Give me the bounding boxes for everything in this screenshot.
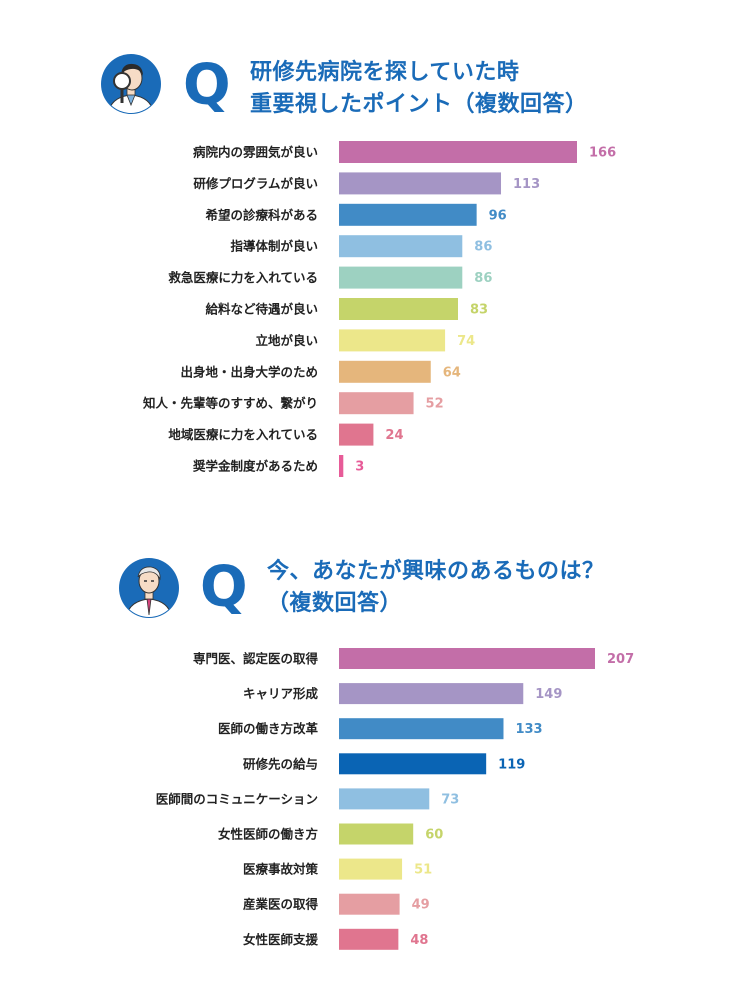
category-label: キャリア形成 — [243, 686, 319, 701]
category-label: 指導体制が良い — [230, 239, 318, 254]
bar — [339, 648, 595, 669]
bar — [339, 423, 374, 446]
q-mark: Q — [200, 555, 248, 620]
category-label: 産業医の取得 — [243, 897, 319, 912]
bar — [339, 858, 403, 880]
category-label: 地域医療に力を入れている — [168, 427, 318, 442]
question-title: 研修先病院を探していた時 重要視したポイント（複数回答） — [250, 57, 588, 121]
question-title-line-1: 研修先病院を探していた時 — [250, 60, 520, 85]
value-label: 149 — [535, 687, 562, 702]
bar-chart-2: 専門医、認定医の取得 207 キャリア形成 149 医師の働き方改革 133 研修先の給与 1… — [156, 648, 634, 950]
value-label: 207 — [607, 652, 634, 667]
bar — [339, 455, 344, 477]
category-label: 出身地・出身大学のため — [180, 364, 318, 379]
bar — [339, 298, 458, 320]
doctor-with-magnifier-icon — [101, 54, 161, 114]
question-section-2: Q 今、あなたが興味のあるものは？ （複数回答） 専門医、認定医の取得 207 キャ… — [0, 530, 737, 970]
bar — [339, 172, 502, 195]
doctor-avatar-icon — [100, 53, 162, 115]
bar — [339, 823, 414, 845]
bar — [339, 928, 399, 950]
value-label: 86 — [474, 271, 492, 286]
value-label: 3 — [355, 460, 364, 475]
value-label: 60 — [425, 828, 443, 843]
bar — [339, 718, 504, 740]
value-label: 86 — [474, 240, 492, 255]
value-label: 73 — [441, 792, 459, 807]
category-label: 女性医師の働き方 — [218, 827, 318, 842]
bar — [339, 141, 577, 163]
q-mark: Q — [183, 53, 231, 118]
value-label: 166 — [589, 146, 616, 161]
category-label: 女性医師支援 — [243, 932, 319, 947]
value-label: 51 — [414, 863, 432, 878]
category-label: 病院内の雰囲気が良い — [193, 145, 318, 160]
bar — [339, 235, 463, 258]
value-label: 119 — [498, 757, 525, 772]
question-title-line-1: 今、あなたが興味のあるものは？ — [267, 559, 605, 584]
question-title: 今、あなたが興味のあるものは？ （複数回答） — [267, 556, 605, 620]
bar — [339, 788, 430, 810]
value-label: 96 — [489, 208, 507, 223]
doctor-with-tie-icon — [119, 558, 179, 618]
value-label: 83 — [470, 303, 488, 318]
value-label: 48 — [410, 933, 428, 948]
category-label: 立地が良い — [255, 333, 318, 348]
category-label: 奨学金制度があるため — [192, 459, 318, 474]
category-label: 希望の診療科がある — [204, 207, 318, 222]
bar — [339, 683, 524, 705]
value-label: 74 — [457, 334, 475, 349]
bar — [339, 329, 446, 352]
doctor-avatar-icon — [118, 557, 180, 619]
question-title-line-2: 重要視したポイント（複数回答） — [250, 92, 588, 117]
category-label: 知人・先輩等のすすめ、繋がり — [142, 396, 318, 411]
value-label: 52 — [426, 397, 444, 412]
value-label: 113 — [513, 177, 540, 192]
category-label: 研修先の給与 — [243, 756, 318, 771]
bar-chart-1: 病院内の雰囲気が良い 166 研修プログラムが良い 113 希望の診療科がある 96 指導体… — [142, 141, 616, 477]
bar — [339, 753, 487, 775]
bar — [339, 893, 400, 915]
bar — [339, 266, 463, 289]
question-section-1: Q 研修先病院を探していた時 重要視したポイント（複数回答） 病院内の雰囲気が良… — [100, 53, 616, 477]
category-label: 医師の働き方改革 — [218, 721, 319, 736]
value-label: 133 — [515, 722, 542, 737]
category-label: 研修プログラムが良い — [193, 176, 318, 191]
category-label: 専門医、認定医の取得 — [193, 651, 319, 666]
category-label: 救急医療に力を入れている — [168, 270, 318, 285]
value-label: 49 — [412, 898, 430, 913]
category-label: 医療事故対策 — [243, 862, 319, 877]
value-label: 24 — [385, 428, 403, 443]
bar — [339, 360, 431, 383]
category-label: 医師間のコミュニケーション — [156, 791, 318, 806]
value-label: 64 — [443, 365, 461, 380]
bar — [339, 203, 477, 226]
category-label: 給料など待遇が良い — [205, 302, 318, 317]
question-title-line-2: （複数回答） — [267, 591, 403, 616]
bar — [339, 392, 414, 415]
